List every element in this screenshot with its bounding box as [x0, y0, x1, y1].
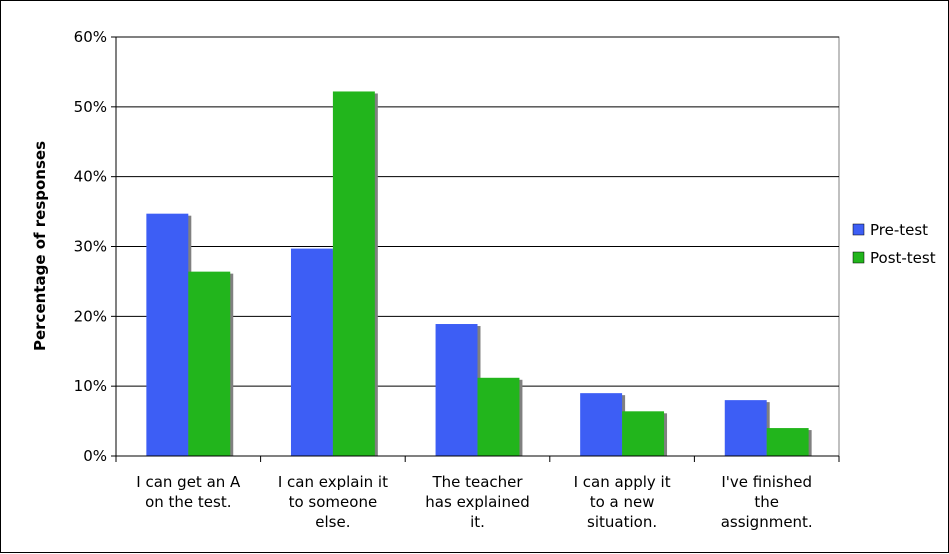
x-category-label: I can get an A on the test.	[136, 473, 241, 511]
x-category-label-line: I can apply it	[574, 473, 671, 491]
x-category-labels: I can get an A on the test. I can explain …	[136, 473, 812, 531]
legend-label: Pre-test	[870, 221, 928, 239]
bar-post-test	[332, 91, 375, 456]
x-category-label: I can explain it to someone else.	[278, 473, 388, 531]
x-category-label: I've finished the assignment.	[721, 473, 813, 531]
y-tick-label: 50%	[74, 98, 107, 116]
bar-post-test	[477, 377, 520, 456]
y-tick-label: 60%	[74, 28, 107, 46]
y-axis-title: Percentage of responses	[31, 141, 49, 351]
bar-pre-test	[724, 400, 767, 456]
y-tick-label: 30%	[74, 238, 107, 256]
y-tick-label: 0%	[83, 447, 107, 465]
x-category-label-line: to a new	[590, 493, 655, 511]
x-category-label: I can apply it to a new situation.	[574, 473, 671, 531]
x-category-label-line: has explained	[425, 493, 529, 511]
x-category-label-line: situation.	[587, 513, 657, 531]
bar-pre-test	[146, 213, 189, 456]
x-category-label-line: assignment.	[721, 513, 813, 531]
legend-label: Post-test	[870, 249, 936, 267]
legend: Pre-test Post-test	[852, 221, 936, 267]
bar-post-test	[766, 428, 809, 456]
bar-pre-test	[435, 324, 478, 456]
y-tick-labels: 0% 10% 20% 30% 40% 50% 60%	[74, 28, 116, 465]
legend-swatch	[852, 223, 865, 236]
y-tick-label: 20%	[74, 307, 107, 325]
bar-post-test	[622, 411, 665, 456]
x-category-label-line: to someone	[289, 493, 378, 511]
x-category-label-line: The teacher	[431, 473, 523, 491]
gridlines	[116, 36, 839, 387]
x-category-label-line: I can get an A	[136, 473, 241, 491]
bars	[146, 91, 812, 456]
x-category-label-line: I've finished	[721, 473, 812, 491]
x-category-label-line: I can explain it	[278, 473, 388, 491]
x-category-label-line: the	[754, 493, 779, 511]
bar-pre-test	[290, 248, 333, 456]
x-category-label: The teacher has explained it.	[425, 473, 529, 531]
y-tick-label: 10%	[74, 377, 107, 395]
bar-pre-test	[580, 393, 623, 456]
y-tick-label: 40%	[74, 168, 107, 186]
x-category-label-line: it.	[470, 513, 485, 531]
x-category-label-line: else.	[315, 513, 350, 531]
bar-post-test	[188, 271, 231, 456]
legend-swatch	[852, 251, 865, 264]
x-category-label-line: on the test.	[145, 493, 231, 511]
